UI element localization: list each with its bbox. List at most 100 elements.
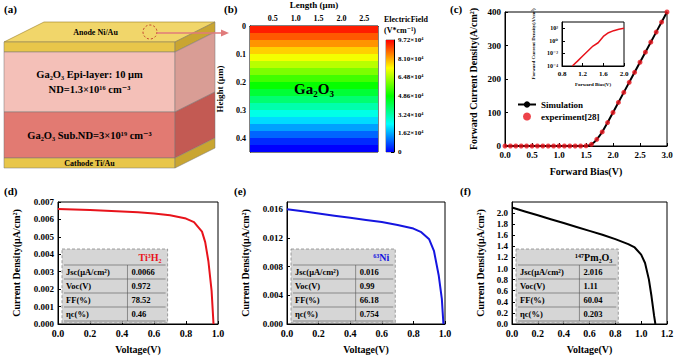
svg-text:300: 300 <box>488 41 502 51</box>
svg-text:Voc(V): Voc(V) <box>66 281 91 291</box>
svg-text:Anode Ni/Au: Anode Ni/Au <box>73 28 118 37</box>
svg-text:(V*cm⁻¹): (V*cm⁻¹) <box>384 26 416 35</box>
svg-text:0.4: 0.4 <box>497 297 509 307</box>
svg-text:0.016: 0.016 <box>263 204 284 214</box>
svg-text:0.8: 0.8 <box>407 328 420 339</box>
svg-text:0.2: 0.2 <box>532 328 545 339</box>
svg-text:Ga₂O₃ Epi-layer: 10 μm: Ga₂O₃ Epi-layer: 10 μm <box>36 69 143 80</box>
svg-text:⁶³Ni: ⁶³Ni <box>373 252 389 263</box>
svg-text:10⁻²: 10⁻² <box>547 50 558 56</box>
svg-text:0.8: 0.8 <box>558 70 567 78</box>
svg-text:0.2: 0.2 <box>497 308 509 318</box>
svg-text:0.6: 0.6 <box>148 328 161 339</box>
svg-text:0.3: 0.3 <box>236 106 246 115</box>
svg-text:0.4: 0.4 <box>236 134 246 143</box>
svg-text:2.016: 2.016 <box>583 267 602 277</box>
svg-text:1.62×10⁴: 1.62×10⁴ <box>398 129 424 137</box>
svg-text:1.2: 1.2 <box>578 70 587 78</box>
svg-text:0.012: 0.012 <box>263 233 284 243</box>
svg-text:0.972: 0.972 <box>131 281 150 291</box>
svg-text:0.004: 0.004 <box>263 290 284 300</box>
svg-text:0.5: 0.5 <box>268 14 278 23</box>
svg-text:Current Density(μA/cm²): Current Density(μA/cm²) <box>475 209 487 317</box>
svg-text:0.2: 0.2 <box>312 328 325 339</box>
svg-text:0.4: 0.4 <box>557 328 570 339</box>
svg-text:Voc(V): Voc(V) <box>295 281 320 291</box>
svg-text:(d): (d) <box>4 185 18 198</box>
svg-text:0.0066: 0.0066 <box>131 267 154 277</box>
svg-text:0.016: 0.016 <box>360 267 379 277</box>
svg-text:Forward Bias(V): Forward Bias(V) <box>550 166 623 178</box>
svg-text:78.52: 78.52 <box>131 295 150 305</box>
svg-text:2.0: 2.0 <box>620 70 629 78</box>
svg-text:FF(%): FF(%) <box>520 295 545 305</box>
svg-text:Forward Bias(V): Forward Bias(V) <box>575 82 612 87</box>
svg-text:1.2: 1.2 <box>497 252 509 262</box>
svg-text:1.11: 1.11 <box>583 281 597 291</box>
svg-text:FF(%): FF(%) <box>66 295 91 305</box>
svg-text:ηc(%): ηc(%) <box>66 309 89 319</box>
svg-text:(f): (f) <box>460 185 471 198</box>
svg-text:4.86×10⁴: 4.86×10⁴ <box>398 92 424 100</box>
svg-text:0.6: 0.6 <box>376 328 389 339</box>
svg-text:Forward Current Density(A/cm²): Forward Current Density(A/cm²) <box>468 8 480 150</box>
svg-text:experiment[28]: experiment[28] <box>541 112 599 122</box>
svg-text:0.005: 0.005 <box>34 232 55 242</box>
svg-text:1.6: 1.6 <box>497 230 509 240</box>
svg-text:2.0: 2.0 <box>336 14 346 23</box>
svg-text:6.48×10⁴: 6.48×10⁴ <box>398 73 424 81</box>
svg-text:0.0: 0.0 <box>506 328 519 339</box>
svg-text:0.002: 0.002 <box>34 284 55 294</box>
svg-text:Current Density(μA/cm²): Current Density(μA/cm²) <box>240 209 252 317</box>
svg-text:1.0: 1.0 <box>497 264 509 274</box>
svg-text:Ti³H₂: Ti³H₂ <box>139 252 162 263</box>
svg-text:1.0: 1.0 <box>439 328 452 339</box>
svg-text:Height (μm): Height (μm) <box>215 66 225 113</box>
svg-text:0.001: 0.001 <box>34 302 55 312</box>
svg-text:0.008: 0.008 <box>263 262 284 272</box>
svg-text:3.24×10⁴: 3.24×10⁴ <box>398 111 424 119</box>
svg-text:1.0: 1.0 <box>291 14 301 23</box>
svg-text:200: 200 <box>488 74 502 84</box>
svg-text:Ga₂O₃ Sub.ND=3×10¹⁹ cm⁻³: Ga₂O₃ Sub.ND=3×10¹⁹ cm⁻³ <box>27 130 152 141</box>
svg-text:0.4: 0.4 <box>116 328 129 339</box>
svg-text:0: 0 <box>398 148 402 156</box>
svg-text:1.4: 1.4 <box>497 241 509 251</box>
svg-text:0.006: 0.006 <box>34 214 55 224</box>
svg-text:2.0: 2.0 <box>607 150 619 160</box>
svg-text:Jsc(μA/cm²): Jsc(μA/cm²) <box>295 267 339 277</box>
svg-text:0.2: 0.2 <box>236 78 246 87</box>
svg-text:Voltage(V): Voltage(V) <box>343 344 389 356</box>
svg-text:ηc(%): ηc(%) <box>520 309 543 319</box>
svg-text:Voc(V): Voc(V) <box>520 281 545 291</box>
svg-text:400: 400 <box>488 7 502 17</box>
svg-text:0.46: 0.46 <box>131 309 146 319</box>
svg-text:Simulation: Simulation <box>541 100 583 110</box>
svg-text:(b): (b) <box>224 3 238 16</box>
svg-text:Current Density(μA/cm²): Current Density(μA/cm²) <box>11 209 23 317</box>
svg-text:10²: 10² <box>550 25 558 31</box>
svg-text:1.5: 1.5 <box>314 14 324 23</box>
svg-text:¹⁴⁷Pm₂O₃: ¹⁴⁷Pm₂O₃ <box>575 252 612 263</box>
svg-text:Length (μm): Length (μm) <box>290 0 338 10</box>
svg-text:0.4: 0.4 <box>344 328 357 339</box>
svg-text:1.6: 1.6 <box>599 70 608 78</box>
svg-text:1.2: 1.2 <box>661 328 674 339</box>
svg-text:0.754: 0.754 <box>360 309 380 319</box>
svg-text:0.003: 0.003 <box>34 267 55 277</box>
svg-text:ElectricField: ElectricField <box>384 15 429 24</box>
svg-text:0.99: 0.99 <box>360 281 375 291</box>
svg-text:1.0: 1.0 <box>635 328 648 339</box>
svg-text:1.0: 1.0 <box>212 328 225 339</box>
svg-text:(c): (c) <box>450 3 463 16</box>
svg-text:0.8: 0.8 <box>497 275 509 285</box>
svg-text:8.10×10⁴: 8.10×10⁴ <box>398 55 424 63</box>
svg-text:1.5: 1.5 <box>580 150 592 160</box>
svg-text:Forward Current Density(A/cm²): Forward Current Density(A/cm²) <box>531 8 536 79</box>
svg-text:Jsc(μA/cm²): Jsc(μA/cm²) <box>520 267 564 277</box>
svg-text:0.0: 0.0 <box>281 328 294 339</box>
svg-text:66.18: 66.18 <box>360 295 379 305</box>
svg-text:2.5: 2.5 <box>634 150 646 160</box>
svg-text:0.5: 0.5 <box>526 150 538 160</box>
svg-text:ND=1.3×10¹⁶ cm⁻³: ND=1.3×10¹⁶ cm⁻³ <box>49 84 131 95</box>
